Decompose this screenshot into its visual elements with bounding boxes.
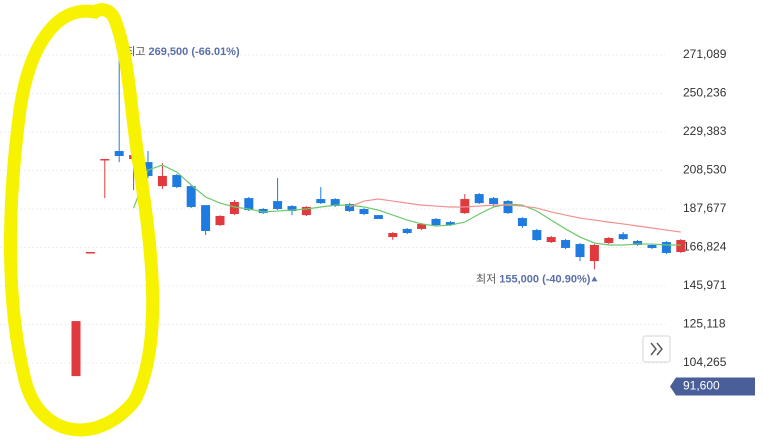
y-tick-label: 271,089 — [683, 47, 727, 61]
candle-body — [431, 218, 441, 226]
moving-average-line — [133, 164, 681, 246]
candle-body — [532, 230, 542, 241]
y-tick-label: 229,383 — [683, 124, 727, 138]
candle-body — [201, 205, 211, 231]
candle-body — [503, 201, 513, 214]
candle-body — [301, 206, 311, 216]
candle-body — [676, 240, 686, 253]
candle-body — [388, 233, 398, 238]
candle-body — [546, 237, 556, 243]
candle-body — [114, 151, 124, 157]
candle-body — [186, 186, 196, 207]
candle-body — [474, 194, 484, 204]
candle-body — [589, 245, 599, 262]
y-tick-label: 187,677 — [683, 201, 727, 215]
candle-body — [517, 218, 527, 226]
candle-body — [316, 199, 326, 204]
candle-body — [287, 206, 297, 212]
y-tick-label: 250,236 — [683, 86, 727, 100]
annotation-part: (-66.01%) — [191, 46, 240, 58]
annotation-part: 155,000 — [499, 273, 539, 285]
y-tick-label: 145,971 — [683, 278, 727, 292]
annotation: 최고 269,500 (-66.01%) — [125, 45, 240, 58]
candle-body — [229, 201, 239, 214]
candle-body — [85, 252, 95, 254]
candle-body — [618, 234, 628, 240]
candle-body — [258, 209, 268, 214]
scroll-button[interactable] — [642, 335, 671, 363]
candle-body — [143, 162, 153, 176]
candle-body — [157, 175, 167, 187]
y-tick-label: 166,824 — [683, 240, 727, 254]
candle-body — [460, 199, 470, 214]
plot: 최고 269,500 (-66.01%) 최저 155,000 (-40.90%… — [71, 45, 686, 377]
candle-body — [575, 244, 585, 258]
y-tick-label: 125,118 — [683, 317, 726, 331]
candle-body — [100, 158, 110, 161]
candle-body — [373, 215, 383, 219]
candle-body — [359, 209, 369, 214]
moving-average-line — [349, 198, 681, 233]
candle-body — [215, 216, 225, 226]
candle-body — [647, 245, 657, 248]
y-tick-label: 208,530 — [683, 163, 727, 177]
candle-body — [633, 240, 643, 246]
current-price-label: 91,600 — [683, 379, 720, 393]
candle-body — [489, 198, 499, 205]
candle-body — [402, 228, 412, 234]
candle-body — [345, 204, 355, 212]
candle-body — [417, 223, 427, 229]
candle-body — [661, 242, 671, 253]
candle-body — [244, 198, 254, 211]
annotation-part: 269,500 — [149, 46, 189, 58]
double-chevron-icon[interactable] — [650, 342, 663, 356]
annotation-part: (-40.90%) — [542, 273, 591, 285]
candle-body — [330, 199, 340, 207]
annotation-marker — [591, 276, 598, 282]
y-tick-label: 104,265 — [683, 355, 727, 369]
annotation: 최저 155,000 (-40.90%) — [476, 272, 591, 285]
candle-body — [445, 222, 455, 226]
candle-body — [71, 321, 81, 377]
grid: 104,265 125,118 145,971 166,824 187,677 208,5… — [0, 47, 727, 369]
candle-body — [273, 201, 283, 210]
highlight-ellipse — [3, 3, 160, 437]
candle-body — [604, 237, 614, 243]
candle-body — [561, 240, 571, 248]
annotation-part: 최저 — [476, 272, 496, 285]
current-price-badge — [670, 377, 755, 396]
candle-body — [172, 175, 182, 188]
